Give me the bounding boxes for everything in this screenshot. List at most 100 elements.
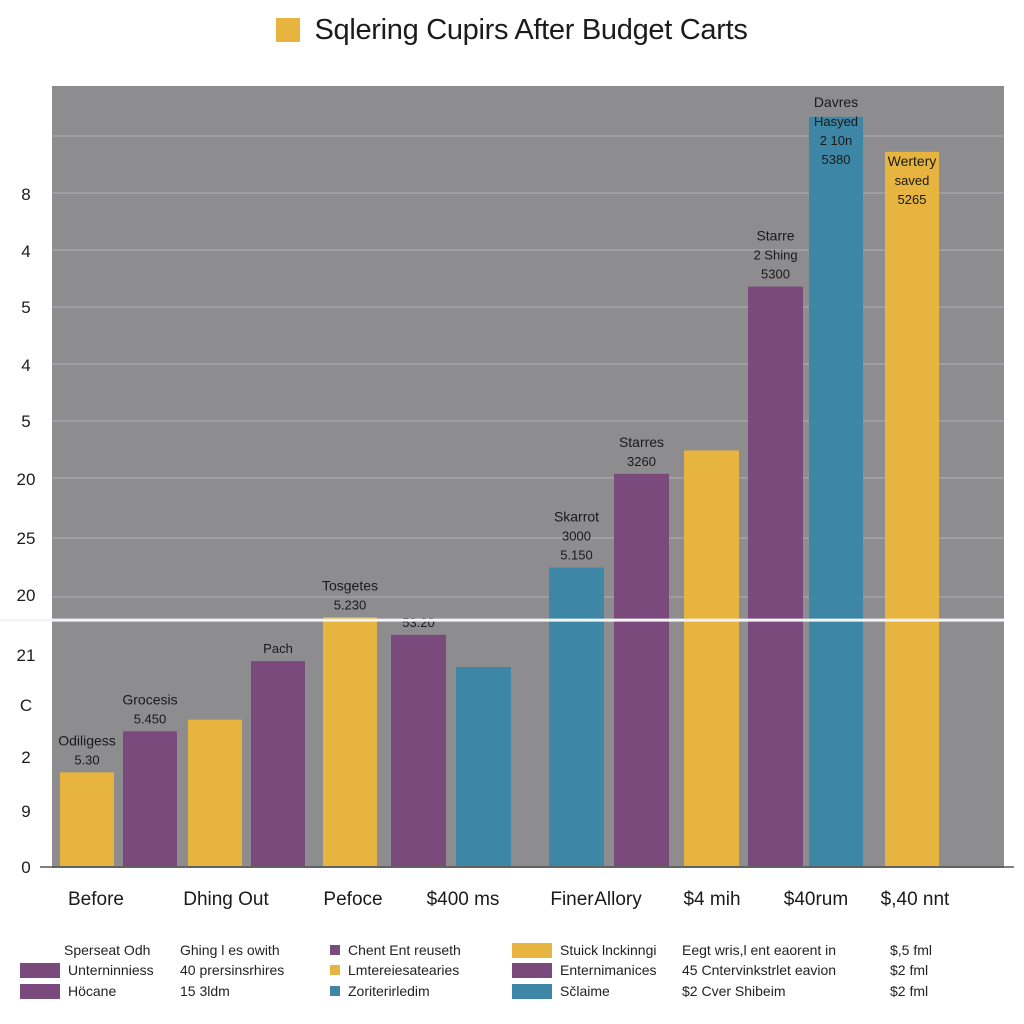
bar-data-label: saved (895, 173, 930, 188)
y-tick-label: 4 (21, 242, 30, 261)
bar-9 (614, 473, 669, 866)
x-group-label: $400 ms (427, 889, 500, 910)
x-group-label: Dhing Out (183, 889, 269, 910)
legend-item: Eegt wris,l ent eaorent in (682, 942, 836, 958)
legend-label: Stuick lnckinngi (560, 942, 657, 958)
bar-data-label: Starres (619, 434, 664, 450)
legend-swatch (330, 986, 340, 996)
bar-2 (123, 731, 177, 866)
bar-data-label: 3000 (562, 529, 591, 544)
bar-data-label: 5.230 (334, 597, 367, 612)
bar-11 (748, 286, 803, 866)
bar-data-label: Tosgetes (322, 577, 378, 593)
bar-4 (251, 661, 305, 866)
bar-5 (323, 617, 377, 866)
bar-data-label: Odiligess (58, 732, 116, 748)
legend-label: 45 Cntervinkstrlet eavion (682, 962, 837, 978)
legend-label: Unterninniess (68, 962, 154, 978)
bar-data-label: 2 Shing (753, 248, 797, 263)
bar-data-label: 5.450 (134, 711, 167, 726)
legend-item: Enternimanices (512, 962, 657, 978)
legend-label: Enternimanices (560, 962, 657, 978)
legend-swatch (512, 983, 552, 999)
bar-data-label: Hasyed (814, 114, 858, 129)
y-tick-label: C (20, 696, 32, 715)
legend-label: $2 fml (890, 983, 929, 999)
x-group-label: $,40 nnt (881, 889, 950, 910)
y-tick-label: 5 (21, 298, 30, 317)
bar-12 (809, 116, 863, 866)
y-tick-label: 5 (21, 412, 30, 431)
bar-6 (391, 634, 446, 866)
bar-data-label: 5265 (898, 192, 927, 207)
x-group-label: $4 mih (683, 889, 740, 910)
bar-data-label: Pach (263, 641, 293, 656)
legend-item: Zoriterirledim (330, 983, 430, 999)
y-tick-label: 2 (21, 748, 30, 767)
bar-data-label: Starre (756, 228, 794, 244)
x-group-label: Pefoce (323, 889, 382, 910)
legend-label: $2 fml (890, 962, 929, 978)
legend-label: 40 prersinsrhires (180, 962, 285, 978)
bar-data-label: 5.150 (560, 548, 593, 563)
legend-item: Stuick lnckinngi (512, 942, 657, 958)
bar-1 (60, 772, 114, 866)
legend-swatch (20, 983, 60, 999)
legend-label: $,5 fml (890, 942, 933, 958)
legend-label: Chent Ent reuseth (348, 942, 461, 958)
bar-8 (549, 567, 604, 866)
legend-label: Ghing l es owith (180, 942, 280, 958)
bar-10 (684, 450, 739, 866)
legend-label: Sčlaime (560, 983, 610, 999)
legend-label: Lmtereiesatearies (348, 962, 460, 978)
chart-title: Sqlering Cupirs After Budget Carts (314, 13, 748, 46)
chart-title-area: Sqlering Cupirs After Budget Carts (0, 10, 1024, 50)
legend-swatch (330, 965, 340, 975)
x-group-label: Allory (594, 889, 642, 910)
x-group-label: $40rum (784, 889, 848, 910)
legend-item: $2 fml (890, 983, 928, 999)
legend-item: Sčlaime (512, 983, 610, 999)
y-tick-label: 0 (21, 858, 30, 877)
y-tick-label: 9 (21, 802, 30, 821)
x-group-label: Finer (550, 889, 594, 910)
bar-data-label: 3260 (627, 454, 656, 469)
y-tick-label: 25 (17, 529, 36, 548)
bar-data-label: 5380 (822, 152, 851, 167)
legend-item: $,5 fml (890, 942, 932, 958)
legend-label: Zoriterirledim (348, 983, 430, 999)
legend-item: 40 prersinsrhires (180, 962, 284, 978)
bar-data-label: Grocesis (122, 691, 177, 707)
legend-item: 45 Cntervinkstrlet eavion (682, 962, 836, 978)
legend-item: $2 Cver Shibeim (682, 983, 786, 999)
legend-label: Eegt wris,l ent eaorent in (682, 942, 837, 958)
legend-item: Sperseat Odh (64, 942, 150, 958)
bar-chart: 0 9 2 C 21 20 25 20 5 4 5 4 8 Odiligess 5.30 Grocesis 5.… (0, 86, 1014, 910)
legend-label: Höcane (68, 983, 117, 999)
bar-data-label: 5300 (761, 267, 790, 282)
y-tick-label: 20 (17, 586, 36, 605)
bar-data-label: Davres (814, 94, 858, 110)
legend-swatch (20, 962, 60, 978)
legend-item: 15 3ldm (180, 983, 230, 999)
legend-item: Lmtereiesatearies (330, 962, 459, 978)
legend-item: $2 fml (890, 962, 928, 978)
x-group-label: Before (68, 889, 124, 910)
legend-label: 15 3ldm (180, 983, 230, 999)
bar-data-label: 53.20 (402, 615, 435, 630)
y-tick-label: 20 (17, 470, 36, 489)
legend-swatch (512, 962, 552, 978)
bar-data-label: Wertery (888, 153, 937, 169)
bar-13 (885, 151, 939, 867)
title-color-swatch (276, 18, 301, 42)
y-tick-label: 4 (21, 356, 30, 375)
y-tick-label: 21 (17, 646, 36, 665)
bar-data-label: 2 10n (820, 133, 853, 148)
legend-swatch (330, 945, 340, 955)
legend-item: Ghing l es owith (180, 942, 280, 958)
legend: Sperseat Odh Ghing l es owith Chent Ent re… (20, 942, 1010, 1004)
legend-swatch (512, 942, 552, 958)
legend-item: Höcane (20, 983, 116, 999)
y-tick-label: 8 (21, 185, 30, 204)
legend-item: Unterninniess (20, 962, 154, 978)
